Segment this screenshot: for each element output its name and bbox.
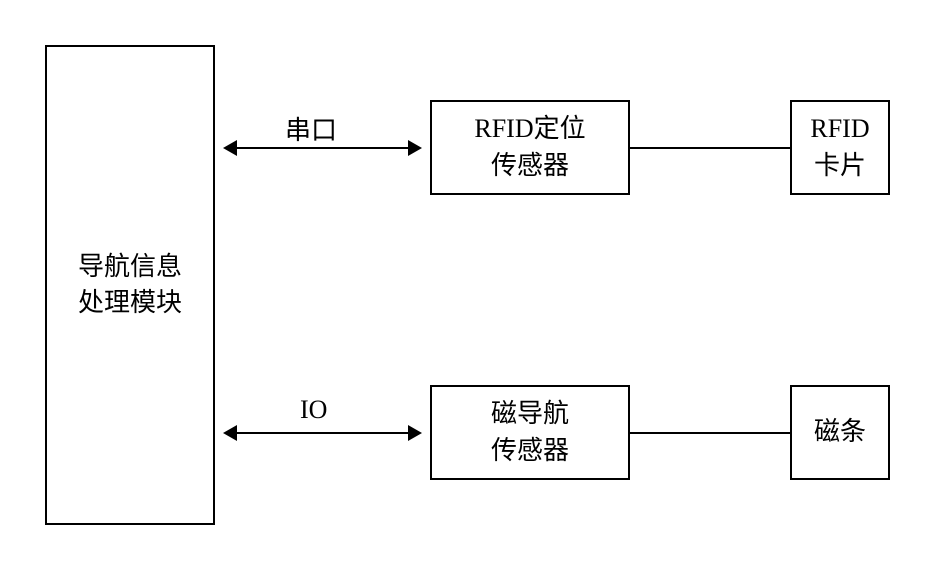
edge-io-label: IO <box>300 395 327 425</box>
node-rfid-card: RFID 卡片 <box>790 100 890 195</box>
node-rfid-card-line2: 卡片 <box>814 148 866 184</box>
node-nav-module-line2: 处理模块 <box>78 285 182 321</box>
edge-rfid-link <box>630 147 790 149</box>
node-mag-strip: 磁条 <box>790 385 890 480</box>
edge-mag-link <box>630 432 790 434</box>
node-nav-module-line1: 导航信息 <box>78 249 182 285</box>
node-mag-sensor-line1: 磁导航 <box>491 396 569 432</box>
edge-io-arrow <box>225 432 420 434</box>
node-mag-sensor: 磁导航 传感器 <box>430 385 630 480</box>
node-mag-sensor-line2: 传感器 <box>491 433 569 469</box>
edge-serial-label: 串口 <box>285 110 337 147</box>
node-nav-module: 导航信息 处理模块 <box>45 45 215 525</box>
node-rfid-sensor-line2: 传感器 <box>491 148 569 184</box>
node-mag-strip-line1: 磁条 <box>814 414 866 450</box>
diagram-canvas: 导航信息 处理模块 RFID定位 传感器 RFID 卡片 磁导航 传感器 磁条 … <box>0 0 937 573</box>
node-rfid-sensor-line1: RFID定位 <box>474 111 585 147</box>
edge-serial-arrow <box>225 147 420 149</box>
node-rfid-sensor: RFID定位 传感器 <box>430 100 630 195</box>
node-rfid-card-line1: RFID <box>810 111 869 147</box>
